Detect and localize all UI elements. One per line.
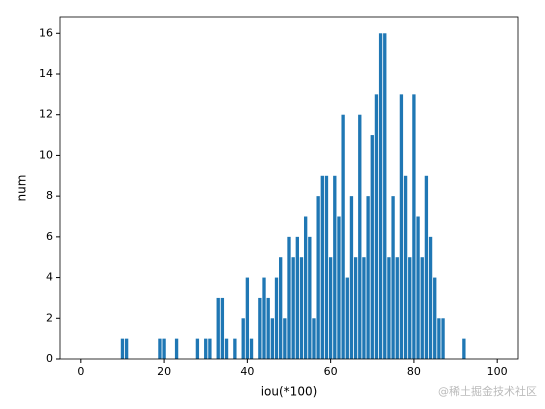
- bar: [158, 338, 162, 359]
- bar: [312, 318, 316, 359]
- bar: [266, 297, 270, 359]
- bar: [341, 114, 345, 359]
- x-axis-title: iou(*100): [261, 385, 318, 399]
- bar: [378, 33, 383, 360]
- bar: [399, 94, 404, 359]
- bar: [424, 175, 429, 359]
- bar: [362, 257, 366, 359]
- x-tick-label: 80: [407, 365, 421, 378]
- bar: [408, 257, 412, 359]
- bar: [333, 175, 337, 359]
- bar: [441, 318, 445, 359]
- bar: [320, 175, 324, 359]
- bar: [279, 257, 283, 359]
- x-tick-label: 60: [324, 365, 338, 378]
- bar: [120, 338, 125, 359]
- x-tick-label: 100: [487, 365, 508, 378]
- bar: [249, 338, 254, 359]
- bar: [204, 338, 208, 359]
- bar: [245, 277, 250, 359]
- bar: [345, 277, 349, 359]
- bar: [308, 236, 312, 359]
- bar: [303, 216, 308, 359]
- bar: [387, 257, 391, 359]
- bar: [220, 297, 225, 359]
- bar: [270, 318, 275, 359]
- bar: [416, 216, 420, 359]
- y-tick-label: 8: [46, 189, 53, 202]
- watermark: @稀土掘金技术社区: [438, 384, 537, 398]
- bar: [428, 236, 433, 359]
- bar: [216, 297, 220, 359]
- x-tick-label: 0: [77, 365, 84, 378]
- y-tick-label: 14: [39, 67, 53, 80]
- bar: [328, 257, 333, 359]
- bar: [291, 257, 295, 359]
- y-tick-label: 6: [46, 230, 53, 243]
- y-tick-label: 16: [39, 26, 53, 39]
- bar: [316, 196, 320, 359]
- bar: [370, 135, 374, 359]
- bar: [299, 257, 304, 359]
- x-tick-label: 20: [157, 365, 171, 378]
- y-tick-label: 0: [46, 352, 53, 365]
- bar: [374, 94, 379, 359]
- bar: [403, 175, 408, 359]
- bar: [124, 338, 129, 359]
- bar: [274, 277, 279, 359]
- bar: [241, 318, 245, 359]
- bar: [437, 318, 441, 359]
- bar: [412, 94, 416, 359]
- bar: [174, 338, 179, 359]
- bar: [366, 196, 370, 359]
- y-tick-label: 10: [39, 148, 53, 161]
- y-axis-title: num: [15, 175, 29, 202]
- bar: [262, 277, 266, 359]
- bar: [195, 338, 200, 359]
- bar: [258, 297, 262, 359]
- bar: [295, 236, 299, 359]
- bar: [395, 257, 399, 359]
- bar: [283, 318, 287, 359]
- bar: [349, 196, 354, 359]
- bar: [233, 338, 237, 359]
- plot-frame: [59, 16, 519, 360]
- bar: [324, 175, 329, 359]
- y-tick-label: 4: [46, 271, 53, 284]
- bar: [287, 236, 291, 359]
- bar: [358, 114, 362, 359]
- bar: [337, 216, 341, 359]
- x-tick-label: 40: [240, 365, 254, 378]
- bar: [462, 338, 466, 359]
- y-tick-label: 2: [46, 311, 53, 324]
- bar: [383, 33, 387, 360]
- bar: [391, 196, 395, 359]
- bar: [433, 277, 437, 359]
- bar: [353, 257, 358, 359]
- bar: [162, 338, 166, 359]
- bar: [208, 338, 212, 359]
- bar: [420, 257, 424, 359]
- bar: [224, 338, 229, 359]
- y-tick-label: 12: [39, 108, 53, 121]
